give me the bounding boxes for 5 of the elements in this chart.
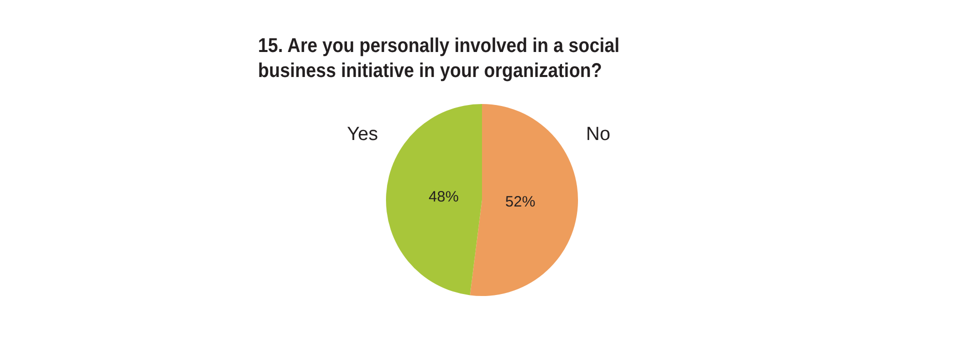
slice-label: No bbox=[586, 124, 610, 145]
slice-label: Yes bbox=[347, 124, 378, 145]
chart-title: 15. Are you personally involved in a social business initiative in your organization? bbox=[258, 34, 620, 84]
data-label: 52% bbox=[505, 194, 536, 211]
data-label: 48% bbox=[428, 188, 459, 206]
